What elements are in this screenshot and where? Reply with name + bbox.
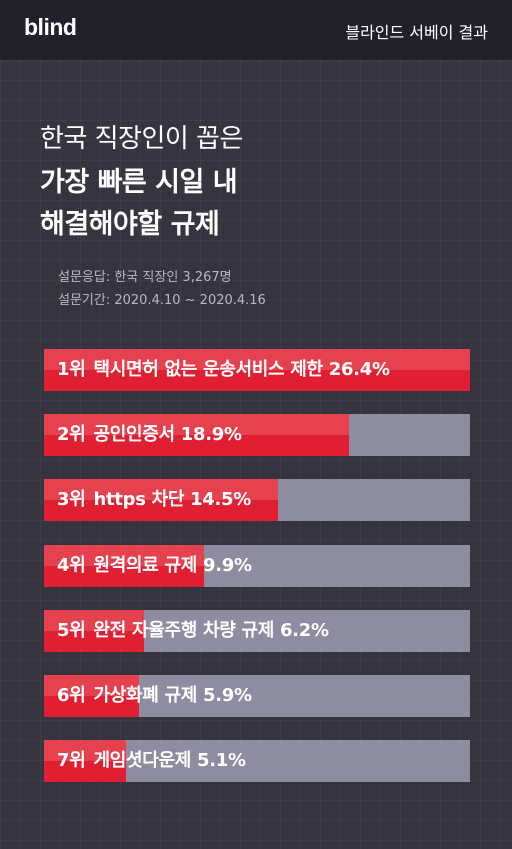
- rank-label: 3위: [57, 489, 86, 511]
- bar-label-3: 3위 https 차단 14.5%: [57, 479, 251, 521]
- page-title-line-2: 가장 빠른 시일 내: [40, 167, 238, 198]
- bar-label-6: 6위 가상화폐 규제 5.9%: [57, 675, 252, 717]
- bar-label-1: 1위 택시면허 없는 운송서비스 제한 26.4%: [57, 349, 390, 391]
- page-title-line-1: 한국 직장인이 꼽은: [40, 124, 243, 154]
- value-label: 5.9%: [202, 685, 252, 706]
- rank-label: 2위: [57, 424, 86, 446]
- bar-label-2: 2위 공인인증서 18.9%: [57, 414, 242, 456]
- value-label: 9.9%: [202, 554, 252, 576]
- rank-label: 1위: [57, 359, 86, 380]
- value-label: 14.5%: [190, 489, 252, 511]
- bar-track-5: 5위 완전 자율주행 차량 규제 6.2%: [44, 609, 470, 652]
- bar-2: [44, 414, 349, 457]
- bar-5: [44, 609, 144, 652]
- bar-track-3: 3위 https 차단 14.5%: [44, 479, 470, 522]
- value-label: 18.9%: [180, 424, 242, 446]
- category-name: https 차단: [93, 489, 191, 511]
- value-label: 5.1%: [197, 750, 246, 772]
- bar-highlight: [44, 349, 470, 370]
- bar-label-4: 4위 원격의료 규제 9.9%: [57, 545, 252, 587]
- bar-1: [44, 349, 470, 391]
- bar-highlight: [44, 414, 349, 436]
- bar-7: [44, 740, 126, 783]
- category-name: 가상화폐 규제: [93, 685, 203, 706]
- blind-logo[interactable]: blind: [24, 14, 77, 40]
- bar-track-4: 4위 원격의료 규제 9.9%: [44, 544, 470, 587]
- bar-3: [44, 479, 278, 522]
- page-title-line-3: 해결해야할 규제: [40, 209, 220, 240]
- bar-highlight: [44, 479, 278, 501]
- bar-highlight: [44, 609, 144, 631]
- bar-track-1: 1위 택시면허 없는 운송서비스 제한 26.4%: [44, 349, 470, 391]
- bar-label-5: 5위 완전 자율주행 차량 규제 6.2%: [57, 610, 329, 652]
- header-survey-label: 블라인드 서베이 결과: [345, 23, 488, 42]
- rank-label: 6위: [57, 685, 86, 706]
- bar-track-6: 6위 가상화폐 규제 5.9%: [44, 675, 470, 717]
- category-name: 게임셧다운제: [93, 750, 198, 772]
- category-name: 완전 자율주행 차량 규제: [93, 619, 280, 641]
- app-header: blind 블라인드 서베이 결과: [0, 0, 512, 60]
- category-name: 택시면허 없는 운송서비스 제한: [93, 359, 329, 380]
- bar-label-7: 7위 게임셧다운제 5.1%: [57, 740, 246, 782]
- rank-label: 4위: [57, 554, 86, 576]
- bar-highlight: [44, 544, 204, 566]
- survey-respondents: 설문응답: 한국 직장인 3,267명: [58, 270, 232, 285]
- value-label: 26.4%: [328, 359, 390, 380]
- value-label: 6.2%: [279, 619, 329, 641]
- bar-highlight: [44, 675, 139, 696]
- bar-track-7: 7위 게임셧다운제 5.1%: [44, 740, 470, 783]
- bar-track-2: 2위 공인인증서 18.9%: [44, 414, 470, 457]
- category-name: 공인인증서: [93, 424, 181, 446]
- bar-6: [44, 675, 139, 717]
- rank-label: 5위: [57, 619, 86, 641]
- bar-4: [44, 544, 204, 587]
- rank-label: 7위: [57, 750, 86, 772]
- survey-period: 설문기간: 2020.4.10 ~ 2020.4.16: [58, 293, 266, 308]
- category-name: 원격의료 규제: [93, 554, 203, 576]
- bar-highlight: [44, 740, 126, 762]
